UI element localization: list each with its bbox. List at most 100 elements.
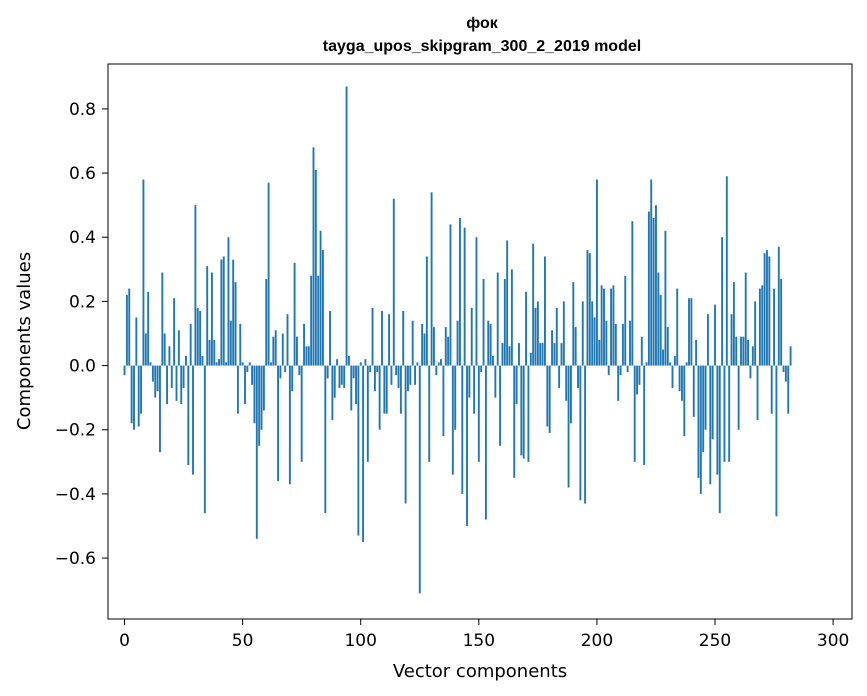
- bar: [234, 282, 237, 366]
- bar-series: [123, 86, 792, 594]
- bar: [671, 365, 674, 389]
- bar: [740, 336, 742, 366]
- bar: [173, 298, 176, 366]
- bar: [629, 320, 631, 366]
- bar: [267, 182, 270, 366]
- bar: [584, 365, 587, 504]
- bar: [225, 362, 228, 366]
- bar: [430, 192, 433, 366]
- bar: [291, 365, 294, 392]
- bar: [529, 352, 532, 366]
- bar: [185, 355, 187, 366]
- bar: [331, 365, 334, 421]
- bar: [128, 288, 131, 366]
- bar: [506, 240, 509, 366]
- y-axis-label: Components values: [14, 252, 35, 430]
- bar: [324, 365, 327, 514]
- bar: [770, 365, 773, 414]
- bar: [281, 333, 284, 366]
- bar: [784, 365, 787, 382]
- bar: [787, 365, 790, 414]
- bar: [758, 288, 761, 366]
- bar: [177, 330, 180, 366]
- bar: [397, 365, 400, 389]
- bar: [780, 278, 783, 366]
- bar: [444, 327, 447, 366]
- bar: [340, 365, 343, 385]
- bar: [603, 288, 605, 366]
- bar: [631, 221, 634, 366]
- bar: [307, 346, 310, 366]
- bar: [704, 365, 707, 430]
- x-tick-label: 150: [463, 631, 495, 651]
- bar: [210, 272, 213, 366]
- bar: [709, 365, 712, 485]
- bar: [499, 365, 502, 446]
- bar: [314, 169, 317, 366]
- bar: [463, 227, 466, 366]
- bar: [510, 269, 513, 366]
- bar: [378, 365, 381, 430]
- bar: [475, 237, 478, 366]
- bar: [329, 311, 331, 366]
- bar: [359, 362, 362, 366]
- bar: [685, 362, 688, 366]
- bar: [747, 339, 750, 366]
- bar: [777, 246, 780, 366]
- bar: [595, 179, 598, 366]
- bar: [621, 323, 624, 366]
- bar: [544, 256, 546, 366]
- bar: [775, 365, 778, 517]
- bar: [319, 230, 322, 366]
- bar: [371, 307, 374, 366]
- bar: [624, 275, 627, 366]
- bar: [135, 317, 138, 366]
- bar: [251, 365, 254, 385]
- bar: [766, 250, 768, 366]
- y-tick-label: 0.0: [69, 357, 96, 377]
- bar: [730, 314, 733, 366]
- bar: [555, 307, 558, 366]
- bar: [326, 365, 329, 379]
- bar: [579, 365, 582, 501]
- bar: [697, 365, 700, 478]
- bar: [567, 365, 570, 488]
- bar: [199, 311, 202, 366]
- y-tick-label: 0.2: [69, 292, 96, 312]
- bar: [706, 314, 709, 366]
- bar: [286, 314, 289, 366]
- bar: [418, 365, 421, 594]
- bar: [577, 365, 579, 389]
- bar: [725, 176, 728, 366]
- bar: [664, 230, 667, 366]
- bar: [572, 282, 575, 366]
- bar: [366, 365, 369, 462]
- bar: [355, 365, 357, 405]
- bar: [409, 365, 412, 385]
- bar: [336, 359, 339, 366]
- plot-frame: [107, 63, 853, 620]
- bar: [645, 362, 648, 366]
- bar: [229, 320, 232, 366]
- bar: [643, 365, 646, 466]
- bar: [270, 362, 272, 366]
- bar: [548, 365, 551, 433]
- bar: [369, 365, 372, 372]
- bar: [435, 365, 438, 376]
- bar: [277, 365, 279, 482]
- bar: [562, 301, 565, 366]
- bar: [683, 365, 686, 437]
- bar: [600, 285, 603, 366]
- bar: [154, 365, 157, 398]
- bar: [296, 336, 298, 366]
- bar: [151, 365, 154, 382]
- bar: [735, 336, 738, 366]
- bar: [180, 365, 183, 405]
- bar: [395, 365, 398, 376]
- bar: [721, 237, 724, 366]
- bar: [522, 365, 525, 459]
- bar: [737, 365, 740, 430]
- bar: [617, 365, 620, 401]
- bar: [678, 365, 681, 392]
- bar: [381, 311, 383, 366]
